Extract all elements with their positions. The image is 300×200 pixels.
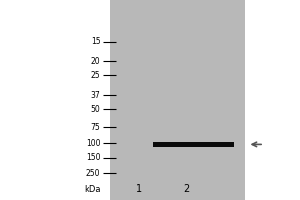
Text: 25: 25 xyxy=(91,71,100,79)
Text: 37: 37 xyxy=(91,90,100,99)
Bar xyxy=(110,0,244,200)
Text: 75: 75 xyxy=(91,122,100,132)
Text: 100: 100 xyxy=(86,138,100,148)
Text: 50: 50 xyxy=(91,104,100,114)
Text: 2: 2 xyxy=(183,184,189,194)
Text: kDa: kDa xyxy=(84,184,101,194)
Text: 1: 1 xyxy=(136,184,142,194)
Bar xyxy=(153,142,234,147)
Text: 150: 150 xyxy=(86,154,100,162)
Text: 250: 250 xyxy=(86,168,100,178)
Text: 15: 15 xyxy=(91,38,100,46)
Text: 20: 20 xyxy=(91,56,100,66)
